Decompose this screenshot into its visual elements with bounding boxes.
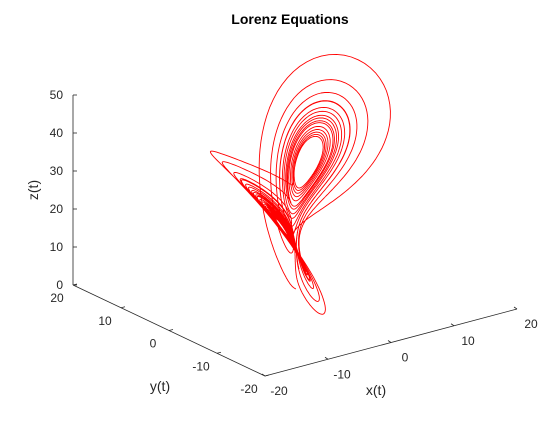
y-tick-label: -10	[192, 359, 210, 373]
x-tick-mark	[513, 306, 518, 310]
z-tick-label: 10	[50, 240, 64, 254]
z-tick-label: 50	[50, 88, 64, 102]
x-tick-label: 10	[461, 334, 475, 348]
y-tick-mark	[168, 329, 174, 331]
x-tick-mark	[324, 356, 329, 360]
z-tick-label: 0	[56, 278, 63, 292]
z-tick-label: 30	[50, 164, 64, 178]
z-axis-label: z(t)	[25, 180, 41, 200]
x-axis-label: x(t)	[366, 382, 386, 398]
x-tick-label: 0	[402, 351, 409, 365]
x-tick-mark	[387, 340, 392, 343]
x-tick-label: 20	[524, 317, 538, 331]
y-tick-label: 0	[150, 337, 157, 351]
lorenz-trajectory-line	[209, 53, 391, 315]
z-tick-label: 20	[50, 202, 64, 216]
y-tick-mark	[120, 306, 126, 309]
y-tick-mark	[72, 283, 78, 286]
x-tick-label: -20	[270, 384, 288, 398]
x-tick-mark	[450, 323, 455, 327]
axis-ticks: 0 10 20 30 40 50 -20 -10 0 10 20 -20 -10 0 10 20	[50, 88, 538, 398]
x-tick-mark	[261, 373, 266, 377]
y-tick-mark	[216, 351, 222, 354]
x-tick-label: -10	[333, 367, 351, 381]
y-tick-label: -20	[240, 382, 258, 396]
y-tick-label: 10	[98, 314, 112, 328]
chart-title: Lorenz Equations	[231, 11, 349, 27]
y-tick-mark	[264, 374, 270, 377]
y-tick-label: 20	[50, 291, 64, 305]
z-tick-label: 40	[50, 126, 64, 140]
y-axis-label: y(t)	[150, 378, 170, 394]
